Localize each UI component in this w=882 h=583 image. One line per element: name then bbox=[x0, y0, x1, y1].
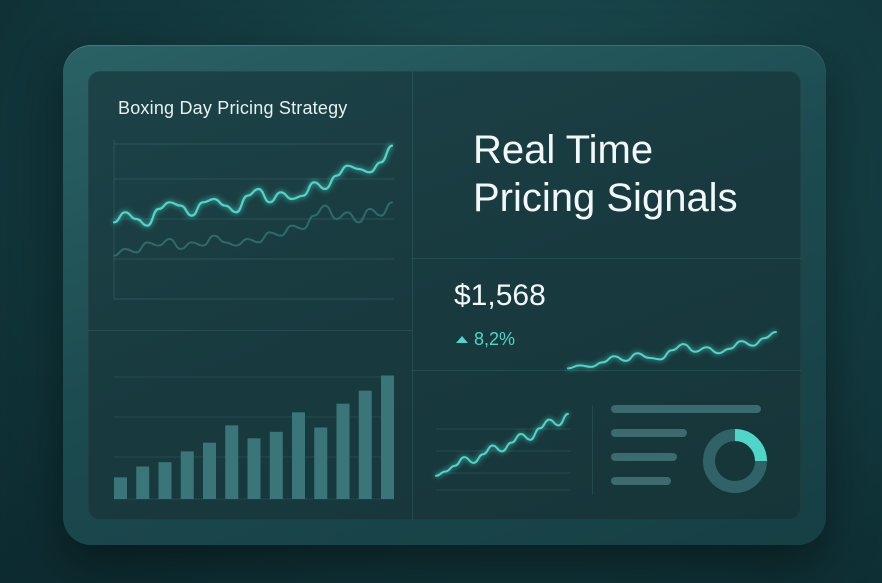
right-bottom-vertical-divider bbox=[592, 405, 593, 495]
dashboard-screen: Boxing Day Pricing Strategy Real Time Pr… bbox=[88, 71, 801, 520]
price-value: $1,568 bbox=[454, 279, 546, 312]
bar bbox=[114, 477, 127, 499]
bar bbox=[247, 438, 261, 499]
vertical-divider bbox=[412, 71, 413, 520]
list-placeholder-bar bbox=[611, 429, 687, 437]
pricing-bar-chart bbox=[114, 375, 394, 500]
list-placeholder-bar bbox=[611, 453, 677, 461]
mini-chart-gridlines bbox=[436, 428, 571, 491]
mini-line-chart bbox=[435, 412, 571, 491]
right-mid-divider bbox=[412, 370, 801, 371]
pricing-line-chart bbox=[112, 139, 394, 300]
bar bbox=[180, 451, 194, 499]
line-series-primary bbox=[112, 144, 394, 227]
bar bbox=[292, 412, 305, 499]
donut-slice bbox=[734, 429, 767, 462]
chart-gridlines bbox=[113, 139, 394, 300]
line-series-secondary bbox=[113, 201, 393, 257]
price-change-value: 8,2% bbox=[474, 329, 516, 349]
headline: Real Time Pricing Signals bbox=[473, 126, 738, 222]
bar bbox=[381, 375, 394, 499]
mini-line-series bbox=[435, 412, 569, 477]
list-placeholder-bar bbox=[611, 405, 761, 413]
bar bbox=[225, 425, 239, 499]
sparkline-series bbox=[567, 331, 777, 370]
bar bbox=[269, 431, 283, 499]
price-change: 8,2% bbox=[456, 329, 515, 350]
headline-line-1: Real Time bbox=[473, 128, 654, 172]
left-horizontal-divider bbox=[88, 330, 412, 331]
donut-chart bbox=[703, 429, 767, 493]
price-sparkline bbox=[567, 331, 777, 370]
headline-line-2: Pricing Signals bbox=[473, 176, 738, 220]
donut-slice bbox=[703, 429, 767, 493]
bar bbox=[314, 427, 328, 499]
bar bbox=[358, 390, 372, 499]
bar bbox=[203, 442, 216, 499]
triangle-up-icon bbox=[456, 336, 468, 343]
bar bbox=[158, 462, 172, 499]
list-placeholder-bar bbox=[611, 477, 671, 485]
chart-title: Boxing Day Pricing Strategy bbox=[118, 98, 348, 118]
right-horizontal-divider bbox=[412, 258, 801, 259]
bar bbox=[136, 466, 150, 499]
bar bbox=[336, 403, 350, 499]
